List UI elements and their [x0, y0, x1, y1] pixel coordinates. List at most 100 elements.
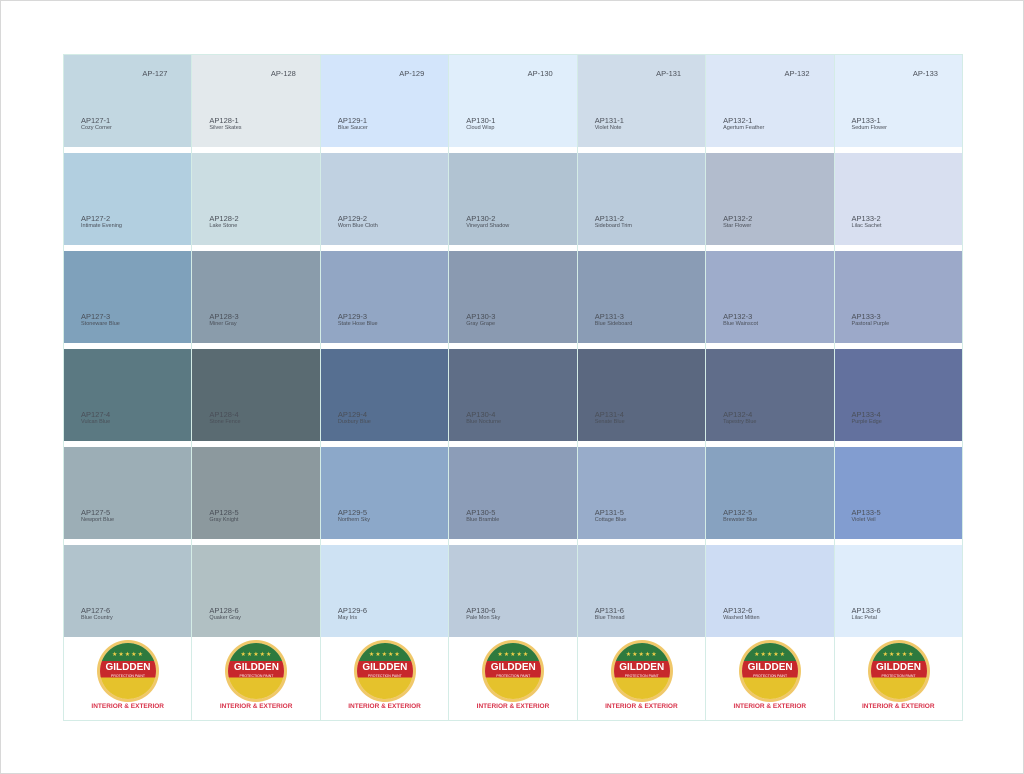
color-swatch[interactable]: AP-128 AP128-1 Silver Skates: [192, 55, 320, 147]
color-swatch[interactable]: AP133-4 Purple Edge: [834, 349, 962, 441]
logo-tagline: INTERIOR & EXTERIOR: [733, 703, 807, 710]
color-swatch[interactable]: AP128-3 Miner Gray: [192, 251, 320, 343]
swatch-name: Blue Bramble: [466, 517, 500, 523]
color-swatch[interactable]: AP127-3 Stoneware Blue: [64, 251, 192, 343]
color-swatch[interactable]: AP133-3 Pastoral Purple: [834, 251, 962, 343]
color-swatch[interactable]: AP-132 AP132-1 Agertum Feather: [706, 55, 834, 147]
color-column: AP-131 AP131-1 Violet Note AP131-2 Sideboard…: [577, 55, 707, 720]
brand-logo-cell: ★★★★★ GILDDEN PROTECTION PAINT INTERIOR …: [320, 637, 449, 720]
color-column: AP-132 AP132-1 Agertum Feather AP132-2 Star …: [706, 55, 835, 720]
swatch-name: Blue Nocturne: [466, 419, 502, 425]
swatch-code: AP130-5: [466, 508, 496, 517]
color-swatch[interactable]: AP133-2 Lilac Sachet: [834, 153, 962, 245]
swatch-name: Senate Blue: [594, 419, 625, 425]
color-swatch[interactable]: AP132-5 Brewster Blue: [706, 447, 834, 539]
color-swatch[interactable]: AP-127 AP127-1 Cozy Corner: [64, 55, 192, 147]
swatch-name: Violet Veil: [851, 517, 876, 523]
swatch-name: Pale Mon Sky: [466, 615, 501, 621]
swatch-code: AP132-3: [723, 312, 753, 321]
swatch-code: AP132-5: [723, 508, 753, 517]
color-swatch[interactable]: AP132-6 Washed Mitten: [706, 545, 834, 637]
swatch-code: AP128-2: [209, 214, 239, 223]
logo-brand: GILDDEN: [876, 662, 922, 673]
color-swatch[interactable]: AP129-4 Duxbury Blue: [320, 349, 449, 441]
swatch-name: Blue Saucer: [337, 125, 368, 131]
swatch-code: AP127-4: [81, 410, 111, 419]
logo-brand: GILDDEN: [619, 662, 665, 673]
color-swatch[interactable]: AP130-5 Blue Bramble: [449, 447, 577, 539]
collection-header: AP-133: [912, 69, 938, 78]
color-swatch[interactable]: AP-133 AP133-1 Sedum Flower: [834, 55, 962, 147]
color-swatch[interactable]: AP131-4 Senate Blue: [577, 349, 706, 441]
color-swatch[interactable]: AP131-6 Blue Thread: [577, 545, 706, 637]
swatch-name: Vineyard Shadow: [466, 223, 510, 229]
color-swatch[interactable]: AP-131 AP131-1 Violet Note: [577, 55, 706, 147]
logo-subtitle: PROTECTION PAINT: [111, 674, 145, 678]
color-swatch[interactable]: AP131-2 Sideboard Trim: [577, 153, 706, 245]
swatch-code: AP132-6: [723, 606, 753, 615]
color-swatch[interactable]: AP129-2 Worn Blue Cloth: [320, 153, 449, 245]
swatch-name: Lilac Petal: [851, 615, 877, 621]
swatch-code: AP131-2: [594, 214, 624, 223]
color-swatch[interactable]: AP130-3 Gray Grape: [449, 251, 577, 343]
color-swatch[interactable]: AP129-3 State Hose Blue: [320, 251, 449, 343]
stars-icon: ★★★★★: [497, 652, 530, 658]
color-swatch[interactable]: AP-130 AP130-1 Cloud Wisp: [449, 55, 577, 147]
color-swatch[interactable]: AP129-6 May Iris: [320, 545, 449, 637]
swatch-name: Blue Thread: [594, 615, 625, 621]
swatch-code: AP129-4: [337, 410, 368, 419]
color-swatch[interactable]: AP128-2 Lake Stone: [192, 153, 320, 245]
color-swatch[interactable]: AP133-6 Lilac Petal: [834, 545, 962, 637]
color-swatch[interactable]: AP127-4 Vulcan Blue: [64, 349, 192, 441]
color-swatch[interactable]: AP130-4 Blue Nocturne: [449, 349, 577, 441]
color-swatch[interactable]: AP128-6 Quaker Gray: [192, 545, 320, 637]
swatch-name: Agertum Feather: [723, 125, 765, 131]
swatch-name: Gray Grape: [466, 321, 495, 327]
swatch-code: AP133-2: [851, 214, 881, 223]
gildden-logo: ★★★★★ GILDDEN PROTECTION PAINT: [228, 643, 285, 699]
color-swatch[interactable]: AP132-4 Tapestry Blue: [706, 349, 834, 441]
collection-header: AP-130: [527, 69, 553, 78]
color-swatch[interactable]: AP132-2 Star Flower: [706, 153, 834, 245]
color-swatch[interactable]: AP130-2 Vineyard Shadow: [449, 153, 577, 245]
gildden-logo: ★★★★★ GILDDEN PROTECTION PAINT: [613, 643, 670, 699]
swatch-name: Purple Edge: [851, 419, 882, 425]
swatch-code: AP133-4: [851, 410, 881, 419]
swatch-name: Blue Wainscot: [723, 321, 759, 327]
color-swatch[interactable]: AP128-5 Gray Knight: [192, 447, 320, 539]
color-swatch[interactable]: AP129-5 Northern Sky: [320, 447, 449, 539]
swatch-code: AP128-3: [209, 312, 239, 321]
swatch-code: AP133-6: [851, 606, 881, 615]
color-swatch[interactable]: AP133-5 Violet Veil: [834, 447, 962, 539]
color-swatch[interactable]: AP-129 AP129-1 Blue Saucer: [320, 55, 449, 147]
swatch-code: AP127-5: [81, 508, 111, 517]
swatch-code: AP132-1: [723, 116, 753, 125]
swatch-name: Star Flower: [723, 223, 752, 229]
color-swatch[interactable]: AP127-6 Blue Country: [64, 545, 192, 637]
color-column: AP-130 AP130-1 Cloud Wisp AP130-2 Vineyard S…: [449, 55, 578, 720]
color-column: AP-127 AP127-1 Cozy Corner AP127-2 Intimate …: [64, 55, 193, 720]
color-swatch[interactable]: AP130-6 Pale Mon Sky: [449, 545, 577, 637]
swatch-name: Tapestry Blue: [723, 419, 757, 425]
brand-logo-cell: ★★★★★ GILDDEN PROTECTION PAINT INTERIOR …: [64, 637, 192, 720]
gildden-logo: ★★★★★ GILDDEN PROTECTION PAINT: [100, 643, 156, 699]
swatch-code: AP131-3: [594, 312, 624, 321]
swatch-name: Worn Blue Cloth: [337, 223, 378, 229]
swatch-code: AP127-1: [81, 116, 111, 125]
swatch-code: AP130-2: [466, 214, 496, 223]
color-swatch[interactable]: AP128-4 Stone Fence: [192, 349, 320, 441]
color-column: AP-129 AP129-1 Blue Saucer AP129-2 Worn Blue…: [320, 55, 450, 720]
logo-brand: GILDDEN: [233, 662, 279, 673]
color-swatch[interactable]: AP127-5 Newport Blue: [64, 447, 192, 539]
logo-tagline: INTERIOR & EXTERIOR: [861, 703, 935, 710]
swatch-code: AP128-4: [209, 410, 239, 419]
swatch-code: AP130-3: [466, 312, 496, 321]
logo-tagline: INTERIOR & EXTERIOR: [476, 703, 550, 710]
swatch-code: AP133-3: [851, 312, 881, 321]
color-swatch[interactable]: AP132-3 Blue Wainscot: [706, 251, 834, 343]
color-swatch[interactable]: AP127-2 Intimate Evening: [64, 153, 192, 245]
stars-icon: ★★★★★: [625, 652, 658, 658]
color-swatch[interactable]: AP131-3 Blue Sideboard: [577, 251, 706, 343]
stars-icon: ★★★★★: [882, 652, 915, 658]
color-swatch[interactable]: AP131-5 Cottage Blue: [577, 447, 706, 539]
